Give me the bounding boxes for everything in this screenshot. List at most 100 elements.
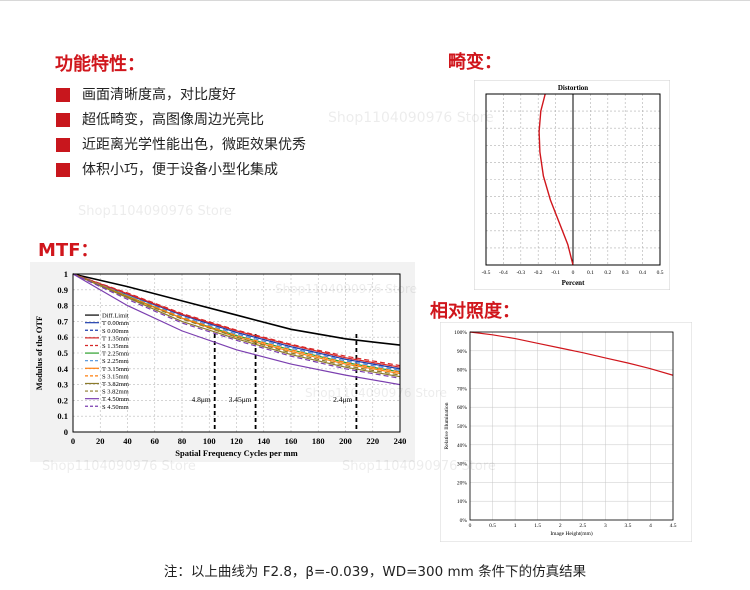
mtf-series-line xyxy=(72,273,401,376)
y-axis-label: Modulus of the OTF xyxy=(34,316,44,390)
y-tick-label: 0.8 xyxy=(57,301,68,311)
marker-label: 3.45μm xyxy=(229,395,252,404)
mtf-series-line xyxy=(72,273,401,371)
y-axis-label: Relative Illumination xyxy=(444,402,450,449)
x-tick-label: 1 xyxy=(514,523,517,529)
x-tick-label: -0.1 xyxy=(551,270,560,276)
legend-label: T 0.00mm xyxy=(102,320,129,327)
y-tick-label: 70% xyxy=(457,386,468,392)
x-tick-label: 3.5 xyxy=(624,523,631,529)
x-tick-label: 0 xyxy=(71,436,75,446)
mtf-series-line xyxy=(72,273,401,386)
y-tick-label: 0.1 xyxy=(57,411,68,421)
illumination-curve xyxy=(469,331,674,376)
distortion-heading: 畸变： xyxy=(448,52,502,73)
marker-label: 4.8μm xyxy=(191,395,210,404)
x-tick-label: 3 xyxy=(604,523,607,529)
mtf-series-line xyxy=(72,273,401,378)
x-tick-label: 200 xyxy=(339,436,352,446)
y-tick-label: 0% xyxy=(460,518,468,524)
x-tick-label: -0.5 xyxy=(482,270,491,276)
x-tick-label: 60 xyxy=(151,436,160,446)
x-tick-label: 20 xyxy=(96,436,105,446)
x-tick-label: 4.5 xyxy=(670,523,677,529)
legend-label: S 1.35mm xyxy=(102,343,129,350)
legend-label: S 0.00mm xyxy=(102,328,129,335)
plot-frame xyxy=(469,331,674,521)
y-tick-label: 10% xyxy=(457,499,468,505)
bullet-square-icon xyxy=(56,113,70,127)
x-tick-label: 180 xyxy=(312,436,325,446)
chart-card xyxy=(474,80,670,290)
mtf-series-line xyxy=(72,273,401,368)
x-tick-label: 120 xyxy=(230,436,243,446)
y-tick-label: 0 xyxy=(64,427,68,437)
x-tick-label: 140 xyxy=(257,436,270,446)
y-tick-label: 0.6 xyxy=(57,332,68,342)
y-tick-label: 0.9 xyxy=(57,285,68,295)
y-tick-label: 40% xyxy=(457,443,468,449)
y-tick-label: 0.7 xyxy=(57,316,68,326)
y-tick-label: 50% xyxy=(457,424,468,430)
x-tick-label: 0 xyxy=(572,270,575,276)
x-tick-label: 0.5 xyxy=(489,523,496,529)
mtf-heading: MTF： xyxy=(38,240,99,261)
legend-label: T 3.82mm xyxy=(102,381,129,388)
marker-label: 2.4μm xyxy=(333,395,352,404)
x-tick-label: -0.4 xyxy=(499,270,508,276)
x-tick-label: 220 xyxy=(366,436,379,446)
watermark: Shop1104090976 Store xyxy=(78,204,232,219)
y-tick-label: 60% xyxy=(457,405,468,411)
y-tick-label: 90% xyxy=(457,349,468,355)
mtf-series-line xyxy=(72,273,401,370)
x-tick-label: 1.5 xyxy=(534,523,541,529)
legend-label: T 2.25mm xyxy=(102,351,129,358)
distortion-chart: Distortion -0.5 -0.4 -0.3 -0.2 -0.1 0 0.1 0.2 0.3… xyxy=(474,80,670,290)
legend-label: S 3.15mm xyxy=(102,373,129,380)
y-tick-label: 0.3 xyxy=(57,380,68,390)
x-tick-label: 160 xyxy=(285,436,298,446)
simulation-note: 注：以上曲线为 F2.8，β=-0.039，WD=300 mm 条件下的仿真结果 xyxy=(163,564,587,580)
y-tick-label: 0.5 xyxy=(57,348,68,358)
legend-label: T 3.15mm xyxy=(102,366,129,373)
legend-label: T 1.35mm xyxy=(102,335,129,342)
watermark: Shop1104090976 Store xyxy=(305,386,448,400)
bullet-square-icon xyxy=(56,88,70,102)
watermark: Shop1104090976 Store xyxy=(342,459,496,474)
x-tick-label: 40 xyxy=(123,436,132,446)
mtf-chart: 0 20 40 60 80 100 120 140 160 180 200 220 240 0 0.1 0.2… xyxy=(30,262,415,462)
x-tick-label: 0.5 xyxy=(657,270,664,276)
plot-frame xyxy=(485,93,661,266)
plot-frame xyxy=(72,273,401,433)
features-heading: 功能特性： xyxy=(55,54,145,75)
x-axis-label: Percent xyxy=(562,279,585,287)
x-axis-label: Image Height(mm) xyxy=(550,530,592,537)
distortion-curve xyxy=(538,93,574,266)
legend-label: S 4.50mm xyxy=(102,404,129,411)
x-tick-label: 0.2 xyxy=(604,270,611,276)
watermark: Shop1104090976 Store xyxy=(328,110,494,126)
x-tick-label: 0 xyxy=(469,523,472,529)
x-tick-label: 0.3 xyxy=(622,270,629,276)
mtf-series-line xyxy=(72,273,401,379)
feature-text: 超低畸变，高图像周边光亮比 xyxy=(82,112,264,128)
x-tick-label: 4 xyxy=(649,523,652,529)
chart-title: Distortion xyxy=(558,84,588,92)
feature-text: 体积小巧，便于设备小型化集成 xyxy=(82,162,278,178)
feature-text: 画面清晰度高，对比度好 xyxy=(82,87,236,103)
x-axis-label: Spatial Frequency Cycles per mm xyxy=(175,448,297,458)
bullet-square-icon xyxy=(56,163,70,177)
relative-illumination-chart: 0 0.5 1 1.5 2 2.5 3 3.5 4 4.5 0% 10% 20% 30% 40% 50% 60%… xyxy=(440,322,692,542)
x-tick-label: 0.1 xyxy=(587,270,594,276)
y-tick-label: 20% xyxy=(457,480,468,486)
watermark: Shop1104090976 Store xyxy=(42,459,196,474)
mtf-series-line xyxy=(72,273,401,367)
y-tick-label: 80% xyxy=(457,368,468,374)
mtf-series-line xyxy=(72,273,401,373)
legend-label: S 3.82mm xyxy=(102,389,129,396)
y-tick-label: 30% xyxy=(457,462,468,468)
y-tick-label: 0.2 xyxy=(57,395,68,405)
x-tick-label: 2 xyxy=(559,523,562,529)
chart-card xyxy=(440,322,692,542)
x-tick-label: 0.4 xyxy=(639,270,646,276)
